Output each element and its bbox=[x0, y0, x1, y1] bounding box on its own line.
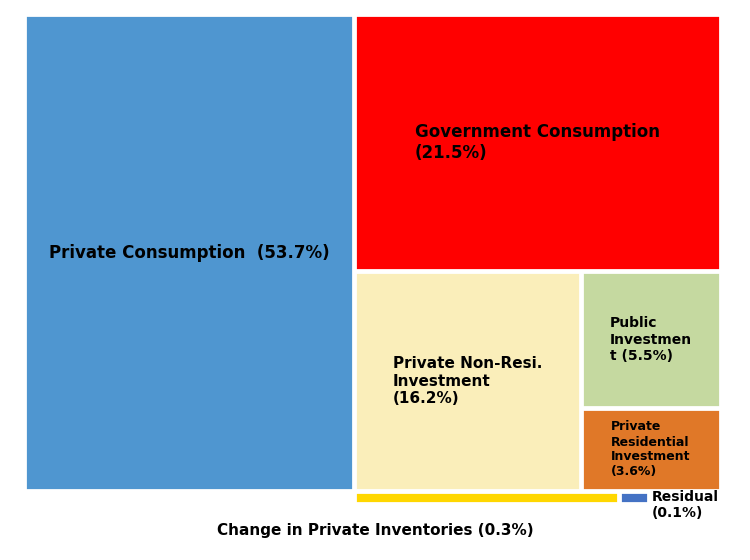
Text: Private Consumption  (53.7%): Private Consumption (53.7%) bbox=[49, 244, 329, 262]
Text: Residual
(0.1%): Residual (0.1%) bbox=[652, 490, 719, 520]
Bar bbox=[620, 492, 648, 503]
Bar bbox=[582, 272, 720, 407]
Text: Change in Private Inventories (0.3%): Change in Private Inventories (0.3%) bbox=[217, 522, 533, 538]
Text: Private
Residential
Investment
(3.6%): Private Residential Investment (3.6%) bbox=[611, 421, 691, 478]
Text: Private Non-Resi.
Investment
(16.2%): Private Non-Resi. Investment (16.2%) bbox=[393, 356, 542, 406]
Bar bbox=[355, 272, 580, 490]
Bar bbox=[355, 15, 720, 270]
Text: Public
Investmen
t (5.5%): Public Investmen t (5.5%) bbox=[610, 316, 692, 363]
Bar bbox=[582, 409, 720, 490]
Bar bbox=[25, 15, 353, 490]
Text: Government Consumption
(21.5%): Government Consumption (21.5%) bbox=[415, 123, 660, 162]
Bar bbox=[355, 492, 618, 503]
